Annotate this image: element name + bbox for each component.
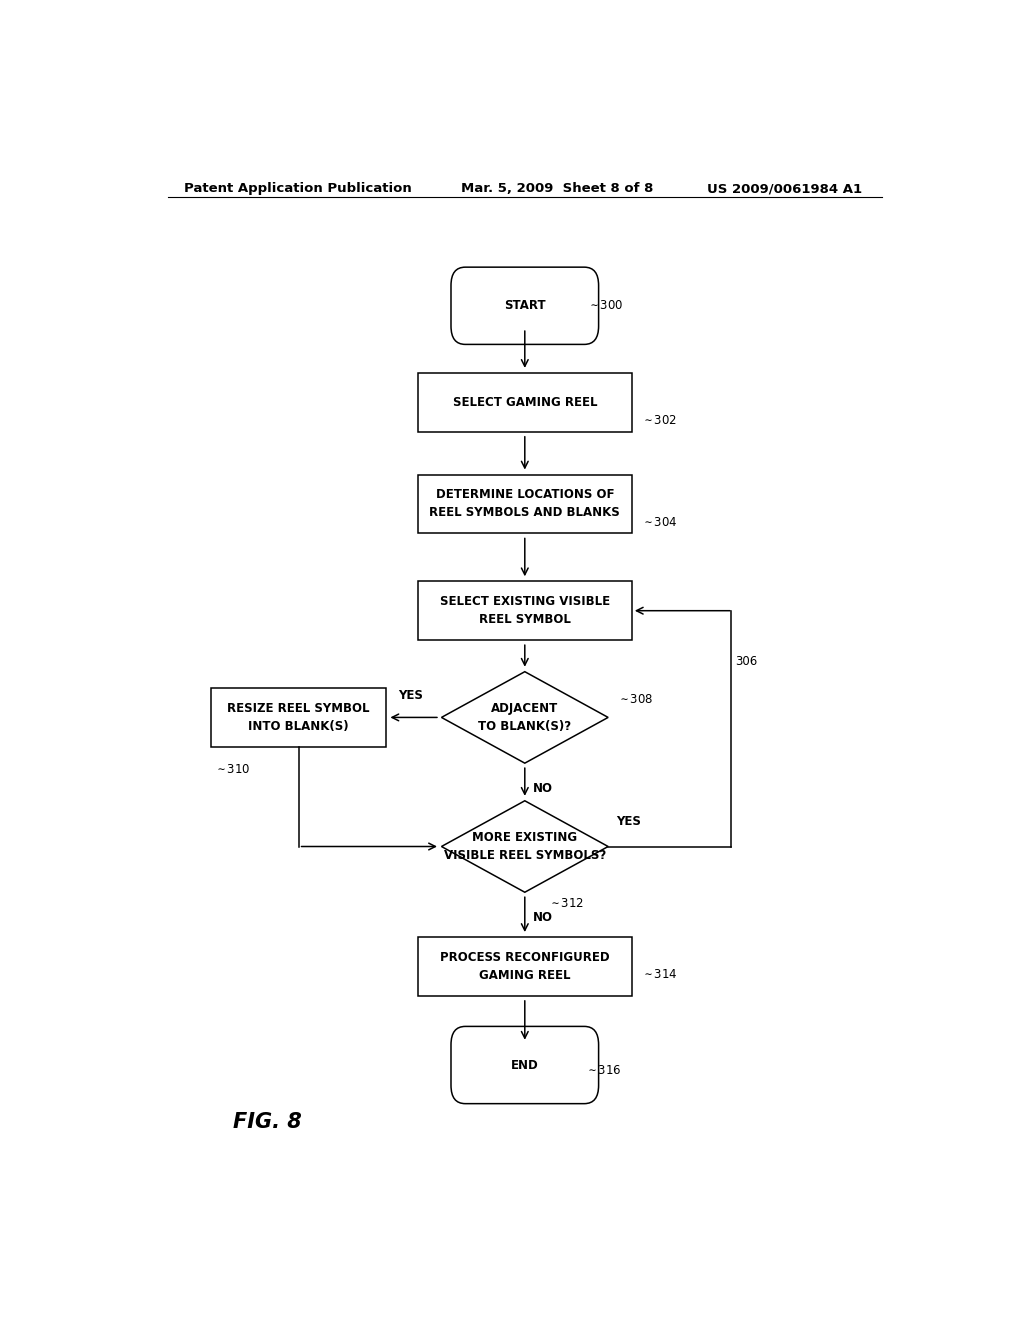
Text: PROCESS RECONFIGURED
GAMING REEL: PROCESS RECONFIGURED GAMING REEL [440,950,609,982]
Text: Patent Application Publication: Patent Application Publication [183,182,412,195]
Text: SELECT GAMING REEL: SELECT GAMING REEL [453,396,597,409]
Bar [211,688,386,747]
Text: ADJACENT
TO BLANK(S)?: ADJACENT TO BLANK(S)? [478,702,571,733]
Text: $\mathtt{\sim}$304: $\mathtt{\sim}$304 [642,516,678,529]
Text: FIG. 8: FIG. 8 [232,1111,301,1133]
Text: $\mathtt{\sim}$302: $\mathtt{\sim}$302 [642,414,677,428]
Bar [418,581,632,640]
FancyBboxPatch shape [451,1027,599,1104]
Bar [418,474,632,533]
Text: RESIZE REEL SYMBOL
INTO BLANK(S): RESIZE REEL SYMBOL INTO BLANK(S) [227,702,370,733]
FancyBboxPatch shape [451,267,599,345]
Polygon shape [441,672,608,763]
Text: NO: NO [532,911,553,924]
Text: MORE EXISTING
VISIBLE REEL SYMBOLS?: MORE EXISTING VISIBLE REEL SYMBOLS? [443,832,606,862]
Text: NO: NO [532,781,553,795]
Text: START: START [504,300,546,313]
Text: 306: 306 [735,655,758,668]
Text: YES: YES [397,689,423,701]
Polygon shape [441,801,608,892]
Text: $\mathtt{\sim}$316: $\mathtt{\sim}$316 [586,1064,622,1077]
Text: $\mathtt{\sim}$310: $\mathtt{\sim}$310 [215,763,251,776]
Text: $\mathtt{\sim}$312: $\mathtt{\sim}$312 [549,896,584,909]
Text: END: END [511,1059,539,1072]
Text: Mar. 5, 2009  Sheet 8 of 8: Mar. 5, 2009 Sheet 8 of 8 [461,182,653,195]
Text: $\mathtt{\sim}$300: $\mathtt{\sim}$300 [588,300,624,313]
Text: YES: YES [616,814,641,828]
Text: $\mathtt{\sim}$314: $\mathtt{\sim}$314 [642,968,678,981]
Text: DETERMINE LOCATIONS OF
REEL SYMBOLS AND BLANKS: DETERMINE LOCATIONS OF REEL SYMBOLS AND … [429,488,621,520]
Text: $\mathtt{\sim}$308: $\mathtt{\sim}$308 [618,693,653,706]
Bar [418,372,632,432]
Bar [418,937,632,995]
Text: SELECT EXISTING VISIBLE
REEL SYMBOL: SELECT EXISTING VISIBLE REEL SYMBOL [439,595,610,626]
Text: US 2009/0061984 A1: US 2009/0061984 A1 [708,182,862,195]
